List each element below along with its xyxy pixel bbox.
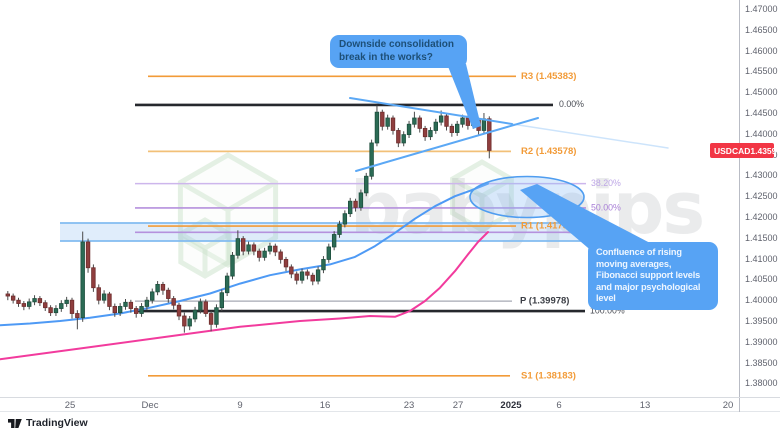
callout-downside-consolidation[interactable]: Downside consolidation break in the work… [330, 35, 467, 68]
pivot-label-p: P (1.39978) [520, 296, 569, 307]
footer-bar: TradingView [0, 412, 780, 435]
time-axis-label: 13 [639, 400, 651, 411]
tradingview-logo-text: TradingView [26, 417, 88, 429]
price-axis-label: 1.38000 [745, 378, 778, 389]
price-axis-label: 1.46000 [745, 45, 778, 56]
chart-canvas[interactable]: babypips0.00%38.20%50.00%61.80%100.00%R3… [0, 0, 739, 397]
time-axis[interactable]: 25 Dec 9 16 23 27 2025 6 13 20 [0, 397, 780, 413]
badge-symbol: USDCAD [714, 145, 751, 156]
time-axis-label: 23 [403, 400, 415, 411]
callout-confluence-support[interactable]: Confluence of rising moving averages, Fi… [588, 242, 718, 310]
price-axis-label: 1.38500 [745, 357, 778, 368]
fib-label-fib-382: 38.20% [591, 178, 621, 188]
callout2-tail [520, 184, 652, 253]
pivot-label-r3: R3 (1.45383) [521, 71, 576, 82]
time-axis-label: Dec [141, 400, 159, 411]
price-axis-label: 1.40000 [745, 295, 778, 306]
price-axis-label: 1.45500 [745, 66, 778, 77]
time-axis-label: 27 [452, 400, 464, 411]
price-axis-label: 1.42000 [745, 212, 778, 222]
descending-trendline[interactable] [349, 97, 513, 125]
tradingview-logo-icon [8, 419, 22, 428]
time-axis-label: 20 [722, 400, 734, 411]
callout1-tail [447, 64, 481, 129]
time-axis-label: 9 [237, 400, 243, 411]
ascending-trendline[interactable] [355, 117, 539, 172]
fib-label-fib-100: 100.00% [590, 305, 625, 315]
badge-price: 1.43599 [750, 145, 780, 156]
last-price-badge: USDCAD 1.43599 [710, 143, 780, 158]
price-axis-label: 1.42500 [745, 191, 778, 202]
chart-plot-area[interactable]: babypips0.00%38.20%50.00%61.80%100.00%R3… [0, 0, 739, 397]
pivot-label-s1: S1 (1.38183) [521, 370, 576, 381]
slow-ma-line[interactable] [0, 231, 489, 361]
fib-label-fib-50: 50.00% [591, 202, 621, 212]
time-axis-label: 6 [556, 400, 562, 411]
pivot-label-r2: R2 (1.43578) [521, 146, 576, 157]
pivot-label-r1: R1 (1.41783) [521, 221, 576, 232]
time-axis-label: 25 [64, 400, 76, 411]
price-axis-label: 1.45000 [745, 87, 778, 98]
time-axis-label: 2025 [500, 400, 522, 411]
price-axis-label: 1.44500 [745, 108, 778, 118]
candles-layer [5, 105, 492, 333]
fib-label-fib-0: 0.00% [559, 99, 584, 109]
descending-trendline-extension[interactable] [511, 123, 669, 149]
watermark-cube-icon [178, 217, 232, 279]
price-axis-label: 1.39000 [745, 336, 778, 347]
price-axis-label: 1.44000 [745, 128, 778, 139]
price-axis-label: 1.40500 [745, 274, 778, 285]
tradingview-logo[interactable]: TradingView [8, 416, 88, 430]
price-axis-label: 1.39500 [745, 316, 778, 326]
price-axis-label: 1.46500 [745, 24, 778, 35]
fast-ma-line[interactable] [0, 182, 489, 327]
price-axis-label: 1.47000 [745, 4, 778, 14]
price-axis[interactable]: 1.47000 1.46500 1.46000 1.45500 1.45000 1.445… [739, 0, 780, 412]
axis-corner-divider [739, 398, 740, 413]
time-axis-label: 16 [319, 400, 331, 411]
price-axis-label: 1.41500 [745, 232, 778, 243]
price-axis-label: 1.41000 [745, 253, 778, 264]
price-axis-label: 1.43000 [745, 170, 778, 181]
